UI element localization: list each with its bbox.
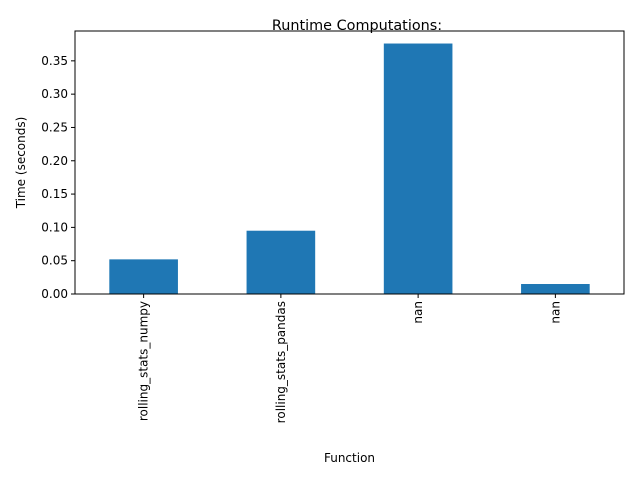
y-tick-label: 0.25 <box>41 120 68 134</box>
bars <box>109 43 590 295</box>
y-tick-label: 0.20 <box>41 154 68 168</box>
x-tick-label: rolling_stats_pandas <box>274 301 288 423</box>
y-axis-ticks: 0.00 0.05 0.10 0.15 0.20 0.25 0.30 0.35 <box>41 54 75 301</box>
bar <box>383 43 453 295</box>
bar <box>246 230 316 294</box>
x-tick-label: nan <box>411 301 425 324</box>
bar <box>109 259 178 294</box>
plot-frame <box>74 30 625 295</box>
y-axis-label: Time (seconds) <box>14 117 28 210</box>
y-tick-label: 0.30 <box>41 87 68 101</box>
x-tick-label: rolling_stats_numpy <box>137 301 151 421</box>
y-tick-label: 0.35 <box>41 54 68 68</box>
x-axis-label: Function <box>324 451 375 465</box>
chart-title: Runtime Computations: <box>272 18 442 34</box>
x-tick-label: nan <box>548 301 562 324</box>
y-tick-label: 0.15 <box>41 187 68 201</box>
y-tick-label: 0.10 <box>41 220 68 234</box>
y-tick-label: 0.00 <box>41 287 68 301</box>
x-axis-ticks: rolling_stats_numpy rolling_stats_pandas n… <box>137 294 562 423</box>
bar <box>521 284 590 294</box>
y-tick-label: 0.05 <box>41 254 68 268</box>
